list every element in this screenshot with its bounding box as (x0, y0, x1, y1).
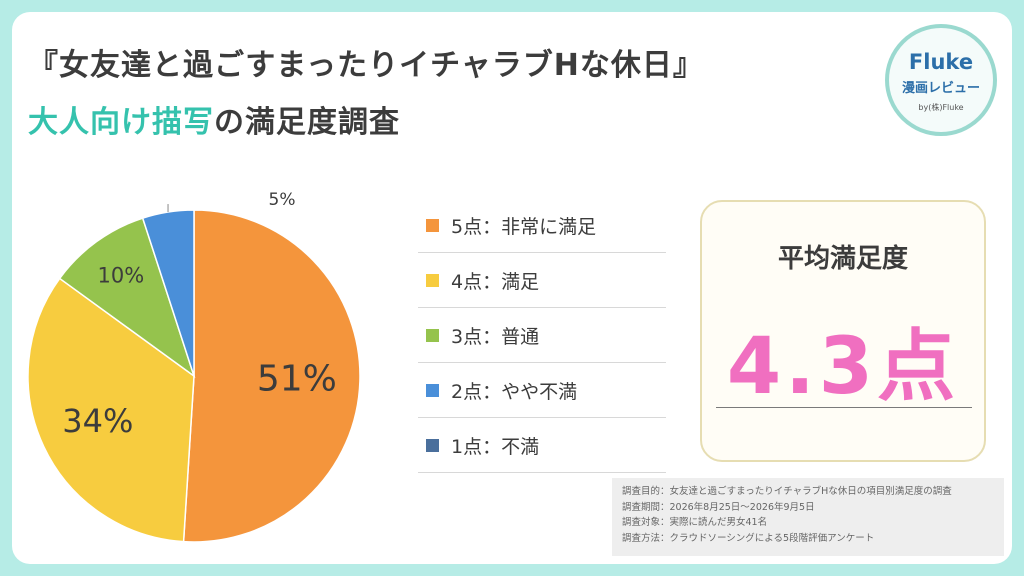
survey-note-target: 調査対象：実際に読んだ男女41名 (622, 517, 768, 528)
average-underline (716, 407, 972, 408)
legend-item-5: 5点：非常に満足 (418, 198, 666, 253)
legend-label: 3点：普通 (451, 325, 540, 348)
legend-item-2: 2点：やや不満 (418, 363, 666, 418)
survey-notes: 調査目的：女友達と過ごすまったりイチャラブHな休日の項目別満足度の調査 調査期間… (612, 478, 1004, 556)
page-subtitle: 大人向け描写の満足度調査 (28, 97, 400, 141)
slice-3-points (58, 217, 196, 378)
legend-label: 5点：非常に満足 (451, 215, 597, 238)
legend-item-3: 3点：普通 (418, 308, 666, 363)
average-title: 平均満足度 (777, 244, 908, 274)
logo-name: Fluke (908, 50, 974, 74)
legend-swatch (426, 383, 439, 397)
average-value: 4.3点 (726, 322, 960, 412)
legend-label: 4点：満足 (451, 270, 540, 293)
slice-5-points (182, 209, 361, 543)
legend-swatch (426, 328, 439, 342)
legend-swatch (426, 218, 439, 232)
label-2-points: 5% (269, 190, 296, 210)
label-4-points: 34% (62, 402, 133, 440)
survey-note-method: 調査方法：クラウドソーシングによる5段階評価アンケート (622, 532, 875, 544)
survey-note-purpose: 調査目的：女友達と過ごすまったりイチャラブHな休日の項目別満足度の調査 (622, 486, 952, 497)
legend-label: 1点：不満 (451, 435, 540, 458)
subtitle-highlight: 大人向け描写 (28, 105, 214, 140)
legend-swatch (426, 273, 439, 287)
average-satisfaction-box: 平均満足度 4.3点 (700, 200, 986, 462)
slice-2-points (141, 209, 195, 377)
label-3-points: 10% (97, 263, 144, 287)
chart-legend: 5点：非常に満足 4点：満足 3点：普通 2点：やや不満 1点：不満 (418, 198, 666, 473)
page-title: 『女友達と過ごすまったりイチャラブHな休日』 (28, 48, 704, 83)
legend-item-4: 4点：満足 (418, 253, 666, 308)
legend-label: 2点：やや不満 (451, 380, 578, 403)
fluke-logo: Fluke 漫画レビュー by(株)Fluke (885, 24, 997, 136)
logo-byline: by(株)Fluke (918, 103, 964, 112)
legend-swatch (426, 438, 439, 452)
survey-note-period: 調査期間：2026年8月25日～2026年9月5日 (622, 501, 815, 513)
logo-subtitle: 漫画レビュー (901, 81, 980, 96)
subtitle-rest: の満足度調査 (214, 105, 400, 140)
legend-item-1: 1点：不満 (418, 418, 666, 473)
label-5-points: 51% (257, 359, 337, 400)
slice-4-points (27, 277, 195, 543)
